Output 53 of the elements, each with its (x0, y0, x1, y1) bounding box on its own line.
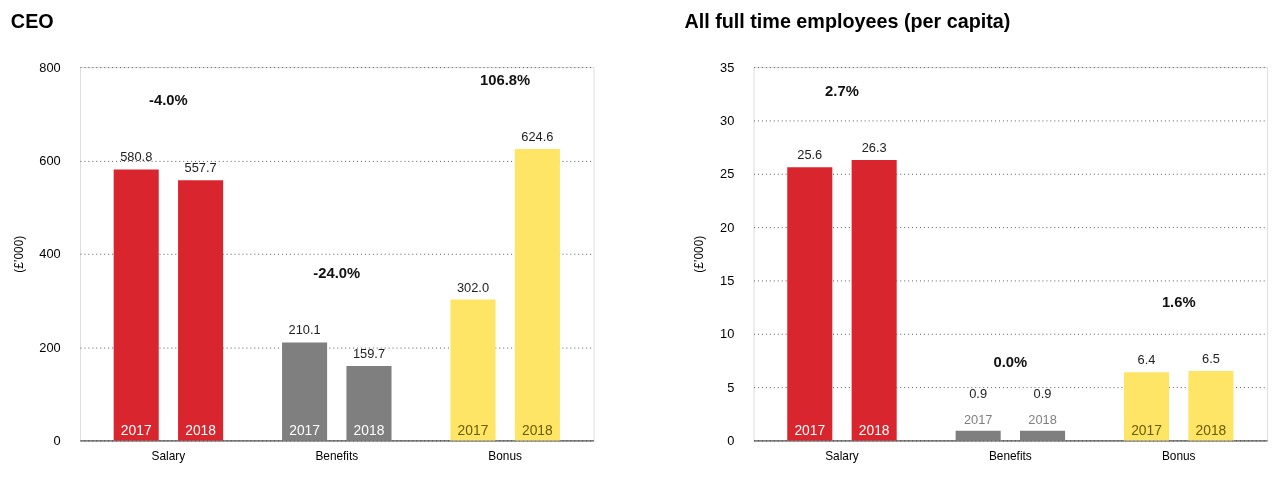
y-tick-label: 25 (720, 166, 735, 182)
annotation: 2.7% (825, 82, 859, 99)
x-tick-label: Benefits (988, 448, 1032, 463)
y-tick-label: 10 (720, 326, 735, 342)
x-tick-label: Benefits (315, 448, 359, 463)
data-label: 159.7 (352, 346, 386, 361)
text: 2017 (457, 421, 489, 438)
data-label: 0.9 (1033, 386, 1052, 402)
text: 2017 (1131, 421, 1162, 438)
x-tick-label: Salary (151, 448, 186, 463)
y-tick-label: 30 (720, 112, 735, 128)
x-tick-label: Bonus (488, 448, 523, 463)
data-label: 302.0 (456, 279, 490, 295)
series-label: 2018 (185, 421, 217, 438)
x-tick-label: Salary (825, 448, 859, 463)
y-tick-label: 800 (39, 59, 61, 75)
annotation: -24.0% (313, 265, 361, 282)
y-tick-label: 20 (720, 219, 735, 235)
text: 2017 (963, 411, 993, 427)
series-label: 2017 (794, 421, 826, 438)
text: 2017 (289, 421, 320, 438)
annotation: 106.8% (480, 71, 531, 88)
series-label: 2017 (120, 421, 152, 438)
y-tick-label: 5 (727, 379, 735, 395)
data-label: 25.6 (797, 147, 823, 163)
chart-title: All full time employees (per capita) (684, 9, 1011, 32)
y-axis-title: (£’000) (692, 235, 707, 273)
series-label: 2018 (858, 421, 890, 438)
data-label: 210.1 (288, 322, 321, 338)
y-tick-label: 15 (720, 272, 735, 288)
data-label: 26.3 (861, 140, 887, 155)
text: 2018 (1028, 411, 1057, 427)
x-tick-label: Bonus (1161, 448, 1196, 463)
y-tick-label: 0 (727, 432, 735, 448)
data-label: 6.4 (1137, 352, 1156, 368)
data-label: 0.9 (969, 386, 988, 402)
y-tick-label: 600 (39, 152, 61, 168)
y-axis-title: (£’000) (11, 235, 26, 273)
y-tick-label: 400 (39, 246, 61, 262)
annotation: 1.6% (1161, 293, 1196, 310)
text: 2018 (1195, 421, 1227, 438)
text: 2018 (521, 421, 553, 438)
annotation: -4.0% (149, 92, 188, 109)
data-label: 580.8 (120, 149, 153, 165)
chart-title: CEO (10, 9, 54, 32)
data-label: 6.5 (1202, 351, 1220, 367)
y-tick-label: 35 (720, 59, 735, 75)
data-label: 624.6 (521, 129, 554, 145)
y-tick-label: 200 (39, 339, 61, 355)
text: 2018 (353, 421, 385, 438)
data-label: 557.7 (184, 160, 217, 176)
annotation: 0.0% (993, 353, 1028, 370)
y-tick-label: 0 (53, 432, 61, 448)
